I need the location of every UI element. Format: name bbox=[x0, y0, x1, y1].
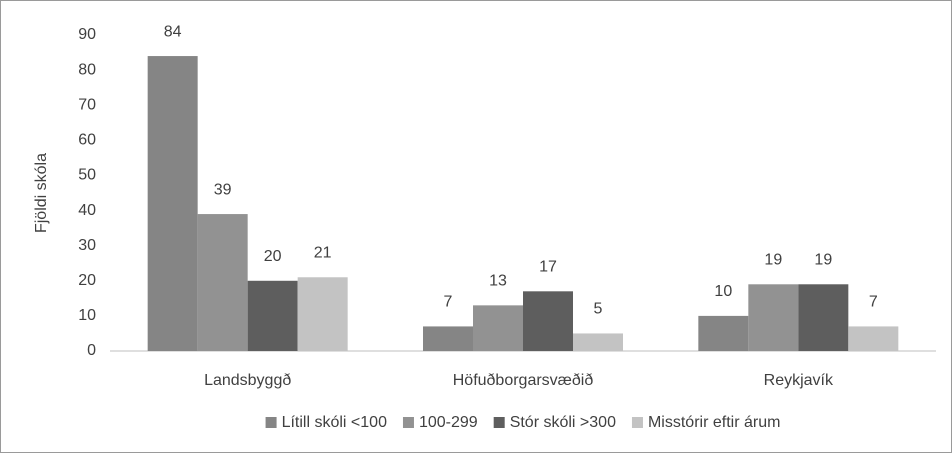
data-label: 7 bbox=[444, 294, 453, 311]
legend-swatch bbox=[402, 417, 414, 428]
bar bbox=[798, 284, 849, 351]
y-tick-label: 80 bbox=[78, 61, 96, 78]
data-label: 39 bbox=[214, 181, 232, 198]
data-label: 19 bbox=[764, 252, 782, 269]
data-label: 10 bbox=[714, 283, 732, 300]
data-label: 84 bbox=[164, 23, 182, 40]
y-tick-label: 70 bbox=[78, 96, 96, 113]
x-tick-label: Landsbyggð bbox=[204, 372, 291, 389]
y-tick-label: 60 bbox=[78, 132, 96, 149]
y-tick-label: 0 bbox=[87, 342, 96, 359]
data-label: 19 bbox=[814, 252, 832, 269]
bar bbox=[247, 280, 298, 351]
bar bbox=[848, 326, 899, 351]
data-label: 17 bbox=[539, 259, 557, 276]
bar bbox=[197, 214, 248, 351]
data-label: 21 bbox=[314, 244, 332, 261]
bar bbox=[573, 333, 623, 351]
y-tick-label: 50 bbox=[78, 167, 96, 184]
y-tick-label: 20 bbox=[78, 272, 96, 289]
bar bbox=[297, 277, 348, 351]
x-tick-label: Höfuðborgarsvæðið bbox=[453, 372, 594, 389]
legend-label: Misstórir eftir árum bbox=[648, 414, 780, 431]
y-axis-label: Fjöldi skóla bbox=[33, 153, 50, 233]
data-label: 20 bbox=[264, 248, 282, 265]
legend-label: Lítill skóli <100 bbox=[282, 414, 387, 431]
bar bbox=[473, 305, 523, 351]
legend-label: Stór skóli >300 bbox=[510, 414, 616, 431]
data-label: 13 bbox=[489, 273, 507, 290]
y-tick-label: 30 bbox=[78, 237, 96, 254]
data-label: 5 bbox=[594, 301, 603, 318]
bar bbox=[748, 284, 799, 351]
data-label: 7 bbox=[869, 294, 878, 311]
legend-swatch bbox=[631, 417, 643, 428]
bar bbox=[523, 291, 573, 351]
x-tick-label: Reykjavík bbox=[764, 372, 834, 389]
legend-swatch bbox=[265, 417, 277, 428]
y-tick-label: 90 bbox=[78, 26, 96, 43]
y-tick-label: 40 bbox=[78, 202, 96, 219]
bar bbox=[423, 326, 473, 351]
legend-swatch bbox=[493, 417, 505, 428]
bar bbox=[147, 56, 198, 352]
bar bbox=[698, 315, 749, 351]
y-tick-label: 10 bbox=[78, 307, 96, 324]
legend-label: 100-299 bbox=[419, 414, 478, 431]
